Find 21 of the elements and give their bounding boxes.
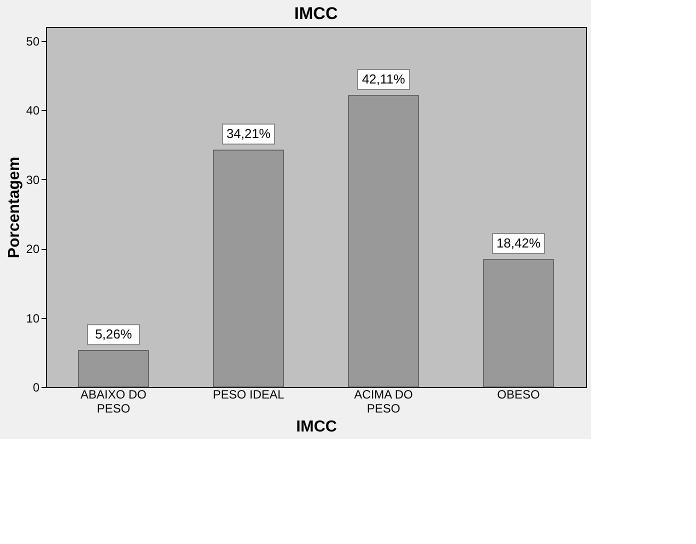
chart-title: IMCC xyxy=(294,4,338,23)
x-tick-label: PESO IDEAL xyxy=(212,388,284,402)
x-axis-title: IMCC xyxy=(296,418,338,436)
y-tick-label: 40 xyxy=(26,104,40,118)
bar xyxy=(483,259,554,388)
data-label: 18,42% xyxy=(496,235,541,250)
bar xyxy=(213,150,284,388)
x-tick-label: ABAIXO DO PESO xyxy=(80,388,147,416)
data-label: 42,11% xyxy=(362,71,406,86)
data-label: 34,21% xyxy=(226,126,271,142)
y-tick-label: 30 xyxy=(26,172,40,187)
x-tick-label: OBESO xyxy=(497,388,540,402)
bar xyxy=(348,95,419,388)
y-tick-label: 10 xyxy=(26,311,40,326)
bar xyxy=(78,350,149,388)
y-tick-label: 0 xyxy=(32,380,40,394)
y-tick-label: 20 xyxy=(26,242,40,256)
data-label: 5,26% xyxy=(95,326,132,342)
x-tick-label: ACIMA DO PESO xyxy=(354,388,413,416)
y-axis-title: Porcentagem xyxy=(6,156,24,258)
y-tick-label: 50 xyxy=(26,34,40,48)
